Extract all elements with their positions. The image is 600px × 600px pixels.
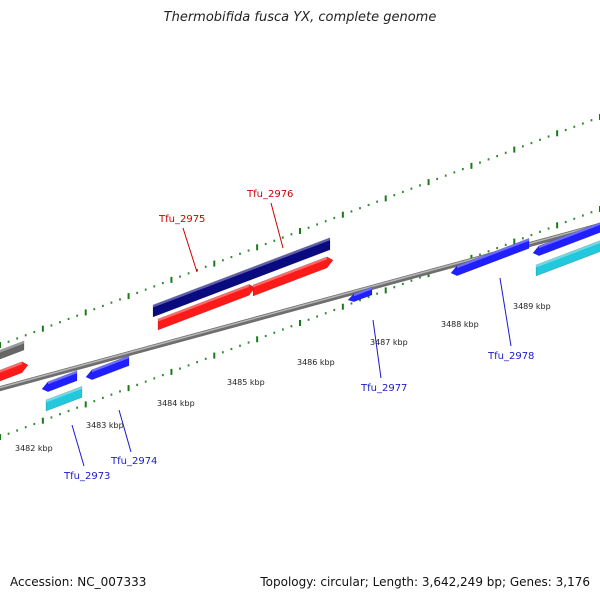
leader-line-tfu_2974 [118,409,132,453]
scale-label: 3484 kbp [157,399,195,408]
feature-tfu2973-cds [41,370,78,393]
feature-right-partial-blue-shine [539,222,600,249]
map-title: Thermobifida fusca YX, complete genome [163,10,437,25]
gene-label-tfu_2977: Tfu_2977 [360,383,407,394]
feature-partial-red [0,361,29,382]
feature-tfu2975-2976-gene [152,237,331,318]
feature-tfu2973-cds-shine [48,370,77,385]
leader-line-tfu_2973 [71,424,85,467]
gene-label-tfu_2976: Tfu_2976 [246,189,293,200]
feature-tfu2977-cds [347,286,373,303]
gene-label-tfu_2973: Tfu_2973 [63,471,110,482]
feature-tfu2977-cds-shine [354,286,372,297]
scale-label: 3485 kbp [227,378,265,387]
feature-tfu2975-2976-gene-shine [153,237,330,308]
outer-tick-track [0,114,600,348]
gene-label-tfu_2975: Tfu_2975 [158,214,205,225]
leader-line-tfu_2977 [372,319,382,379]
feature-partial-red-shine [0,361,22,373]
feature-tfu2973-gene [45,385,83,412]
feature-right-partial-cyan [535,240,600,277]
scale-labels: 3482 kbp 3483 kbp 3484 kbp 3485 kbp 3486 kbp… [15,302,551,453]
scale-label: 3487 kbp [370,338,408,347]
feature-tfu2976-cds-shine [253,256,327,288]
leader-line-tfu_2975 [182,227,198,273]
scale-label: 3482 kbp [15,444,53,453]
leader-line-tfu_2978 [499,277,512,347]
feature-tfu2976-cds [252,256,334,297]
feature-right-partial-blue [532,222,600,257]
feature-tfu2973-gene-shine [46,386,82,403]
scale-label: 3488 kbp [441,320,479,329]
feature-tfu2978-cds [450,237,530,277]
inner-tick-track [0,206,600,440]
feature-partial-gray-shine [0,340,24,353]
genome-stats-text: Topology: circular; Length: 3,642,249 bp… [260,575,590,589]
gene-label-tfu_2974: Tfu_2974 [110,456,157,467]
feature-tfu2974-cds [85,355,130,381]
label-leader-lines [71,202,512,467]
feature-track [0,222,600,412]
feature-right-partial-cyan-shine [536,240,600,268]
accession-text: Accession: NC_007333 [10,575,147,589]
feature-tfu2975-cds-shine [158,284,249,322]
feature-tfu2975-cds [157,284,256,331]
feature-tfu2974-cds-shine [92,355,129,373]
scale-label: 3489 kbp [513,302,551,311]
leader-line-tfu_2976 [270,202,284,249]
scale-label: 3483 kbp [86,421,124,430]
feature-tfu2978-cds-shine [457,238,529,269]
gene-label-tfu_2978: Tfu_2978 [487,351,534,362]
feature-partial-gray [0,340,25,360]
scale-label: 3486 kbp [297,358,335,367]
